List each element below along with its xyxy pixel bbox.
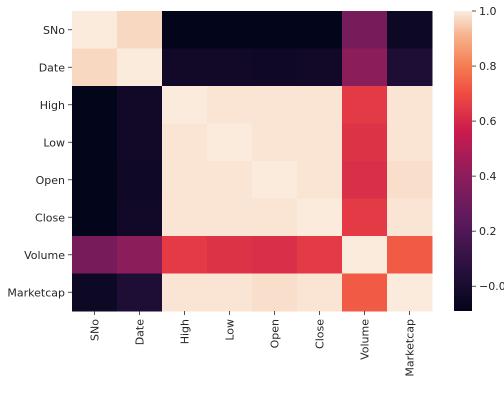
- heatmap-cell-date-sno: [72, 48, 118, 87]
- heatmap-cell-date-volume: [342, 48, 388, 87]
- heatmap-cell-close-volume: [342, 198, 388, 237]
- heatmap-cell-volume-sno: [72, 236, 118, 274]
- heatmap-cell-high-low: [207, 86, 253, 124]
- x-tick-label-volume: Volume: [359, 319, 372, 360]
- heatmap-cell-low-high: [162, 123, 208, 162]
- heatmap-cell-low-open: [252, 123, 298, 162]
- heatmap-cell-high-date: [117, 86, 163, 124]
- y-tick-label-sno: SNo: [43, 24, 65, 37]
- heatmap-cell-marketcap-close: [297, 273, 343, 312]
- heatmap-cell-low-close: [297, 123, 343, 162]
- heatmap-cell-close-low: [207, 198, 253, 237]
- heatmap-cell-open-open: [252, 161, 298, 199]
- heatmap-cell-close-marketcap: [387, 198, 433, 237]
- heatmap-cell-marketcap-open: [252, 273, 298, 312]
- heatmap-cell-sno-date: [117, 11, 163, 49]
- x-tick-label-open: Open: [269, 319, 282, 348]
- colorbar-tick-label: 0.4: [479, 170, 497, 183]
- colorbar-tick-label: 0.8: [479, 60, 497, 73]
- heatmap-cell-volume-close: [297, 236, 343, 274]
- y-tick-label-volume: Volume: [24, 249, 65, 262]
- colorbar-gradient: [454, 11, 472, 311]
- colorbar-tick-label: 0.2: [479, 225, 497, 238]
- heatmap-cell-high-volume: [342, 86, 388, 124]
- x-tick-labels: SNo Date High Low Open Close Volume Marketcap: [89, 311, 417, 377]
- heatmap-cell-date-open: [252, 48, 298, 87]
- colorbar: −0.0 0.2 0.4 0.6 0.8 1.0: [454, 5, 504, 311]
- heatmap-cell-high-close: [297, 86, 343, 124]
- y-tick-label-date: Date: [39, 61, 66, 74]
- heatmap-cell-volume-high: [162, 236, 208, 274]
- heatmap-cell-marketcap-high: [162, 273, 208, 312]
- heatmap-cell-high-high: [162, 86, 208, 124]
- heatmap-cell-volume-volume: [342, 236, 388, 274]
- heatmap-cell-open-date: [117, 161, 163, 199]
- heatmap-cell-marketcap-low: [207, 273, 253, 312]
- heatmap-cell-volume-low: [207, 236, 253, 274]
- heatmap-cell-high-sno: [72, 86, 118, 124]
- heatmap-cell-low-marketcap: [387, 123, 433, 162]
- heatmap-cell-date-marketcap: [387, 48, 433, 87]
- y-tick-label-high: High: [40, 99, 65, 112]
- heatmap-cell-sno-sno: [72, 11, 118, 49]
- heatmap-cell-date-high: [162, 48, 208, 87]
- heatmap-cell-volume-date: [117, 236, 163, 274]
- heatmap-cell-volume-marketcap: [387, 236, 433, 274]
- heatmap-cell-open-high: [162, 161, 208, 199]
- heatmap-cell-sno-close: [297, 11, 343, 49]
- y-tick-label-close: Close: [35, 211, 65, 224]
- heatmap-cells: [72, 11, 433, 312]
- x-tick-label-low: Low: [224, 319, 237, 341]
- heatmap-cell-high-open: [252, 86, 298, 124]
- colorbar-tick-label: 1.0: [479, 5, 497, 18]
- x-tick-label-marketcap: Marketcap: [404, 319, 417, 377]
- heatmap-cell-open-sno: [72, 161, 118, 199]
- heatmap-cell-low-volume: [342, 123, 388, 162]
- heatmap-cell-low-date: [117, 123, 163, 162]
- heatmap-cell-marketcap-marketcap: [387, 273, 433, 312]
- heatmap-cell-sno-volume: [342, 11, 388, 49]
- heatmap-cell-open-close: [297, 161, 343, 199]
- heatmap-cell-date-date: [117, 48, 163, 87]
- heatmap-cell-open-marketcap: [387, 161, 433, 199]
- heatmap-cell-sno-marketcap: [387, 11, 433, 49]
- y-tick-label-low: Low: [43, 136, 65, 149]
- heatmap-cell-date-close: [297, 48, 343, 87]
- heatmap-cell-low-low: [207, 123, 253, 162]
- heatmap-cell-marketcap-volume: [342, 273, 388, 312]
- x-tick-label-date: Date: [134, 319, 147, 346]
- colorbar-tick-label: 0.6: [479, 115, 497, 128]
- heatmap-cell-open-low: [207, 161, 253, 199]
- y-tick-label-open: Open: [36, 174, 65, 187]
- heatmap-cell-date-low: [207, 48, 253, 87]
- heatmap-cell-close-high: [162, 198, 208, 237]
- heatmap-cell-volume-open: [252, 236, 298, 274]
- heatmap-cell-low-sno: [72, 123, 118, 162]
- heatmap-cell-close-open: [252, 198, 298, 237]
- heatmap-cell-sno-high: [162, 11, 208, 49]
- heatmap-cell-sno-open: [252, 11, 298, 49]
- x-tick-label-high: High: [179, 319, 192, 344]
- heatmap-cell-marketcap-sno: [72, 273, 118, 312]
- heatmap-cell-open-volume: [342, 161, 388, 199]
- colorbar-tick-label: −0.0: [479, 280, 504, 293]
- heatmap-cell-marketcap-date: [117, 273, 163, 312]
- heatmap-cell-close-sno: [72, 198, 118, 237]
- x-tick-label-sno: SNo: [89, 319, 102, 341]
- heatmap-cell-high-marketcap: [387, 86, 433, 124]
- heatmap-cell-close-date: [117, 198, 163, 237]
- x-tick-label-close: Close: [314, 319, 327, 349]
- y-tick-label-marketcap: Marketcap: [7, 286, 65, 299]
- y-tick-labels: SNo Date High Low Open Close Volume Marketcap: [7, 24, 72, 299]
- heatmap-cell-sno-low: [207, 11, 253, 49]
- heatmap-cell-close-close: [297, 198, 343, 237]
